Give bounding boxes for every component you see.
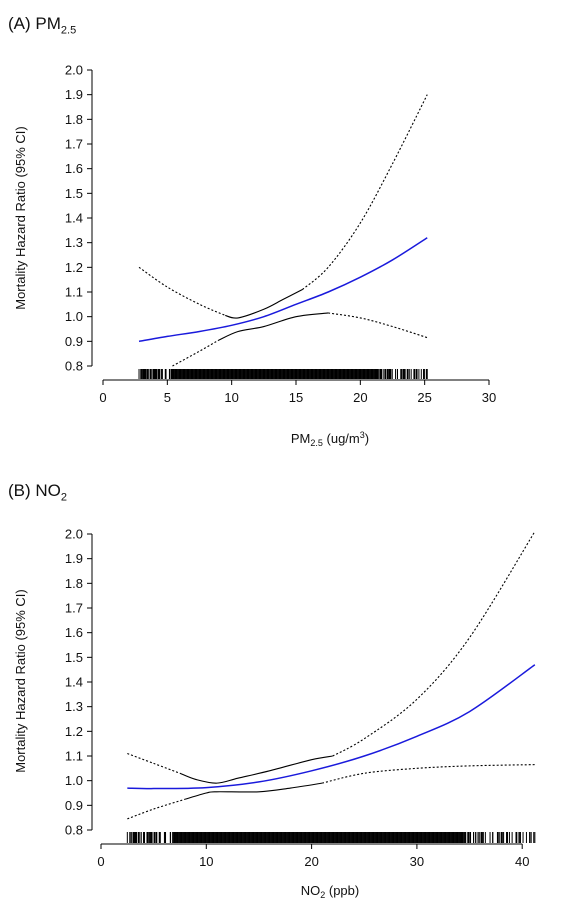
chart-a-y-tick-label: 2.0 — [65, 63, 83, 78]
chart-a-x-tick-label: 15 — [289, 390, 303, 405]
chart-b-y-tick-label: 1.2 — [65, 724, 83, 739]
chart-b-y-tick-label: 1.7 — [65, 601, 83, 616]
panel-b-title: (B) NO2 — [8, 481, 67, 503]
chart-b-y-tick-label: 0.8 — [65, 823, 83, 838]
chart-a-y-tick-label: 0.8 — [65, 359, 83, 374]
chart-b-x-tick-label: 40 — [515, 854, 529, 869]
panel-a-title-sub: 2.5 — [60, 24, 77, 37]
chart-b-y-tick-label: 2.0 — [65, 527, 83, 542]
chart-a: 0.8 0.9 1.0 1.1 1.2 1.3 1.4 1.5 1.6 1.7 1.8 1.9 2.0 0… — [13, 63, 496, 449]
chart-a-y-tick-label: 1.2 — [65, 260, 83, 275]
chart-b-y-tick-label: 1.1 — [65, 749, 83, 764]
chart-a-xlabel: PM2.5 (ug/m3) — [291, 430, 369, 448]
panel-a-title: (A) PM2.5 — [8, 14, 76, 36]
chart-b-rug — [126, 832, 536, 843]
chart-a-estimate-line — [138, 237, 428, 343]
chart-a-x-tick-label: 10 — [224, 390, 238, 405]
chart-b-y-tick-label: 1.0 — [65, 773, 83, 788]
chart-b-upper-ci-line — [332, 531, 536, 757]
panel-b-title-sub: 2 — [60, 491, 68, 504]
chart-a-lower-ci-line — [218, 312, 329, 341]
chart-b-y-tick-label: 1.8 — [65, 576, 83, 591]
chart-a-y-tick-label: 1.5 — [65, 186, 83, 201]
chart-b-y-tick-label: 1.5 — [65, 650, 83, 665]
chart-b: 0.8 0.9 1.0 1.1 1.2 1.3 1.4 1.5 1.6 1.7 1.8 1.9 2.0 0… — [13, 527, 536, 900]
chart-a-y-tick-label: 0.9 — [65, 334, 83, 349]
panel-b-title-main: (B) NO — [8, 481, 61, 500]
chart-a-x-tick-label: 25 — [417, 390, 431, 405]
chart-a-rug — [138, 369, 428, 379]
chart-b-x-tick-label: 0 — [97, 854, 104, 869]
chart-b-ylabel: Mortality Hazard Ratio (95% CI) — [13, 589, 28, 773]
chart-a-upper-ci-line — [302, 94, 428, 290]
chart-a-y-tick-label: 1.0 — [65, 309, 83, 324]
chart-a-lower-ci-line — [172, 339, 220, 367]
chart-b-x-tick-label: 10 — [199, 854, 213, 869]
chart-b-lower-ci-line — [127, 798, 186, 820]
chart-b-x-tick-label: 30 — [410, 854, 424, 869]
chart-a-x-tick-label: 30 — [482, 390, 496, 405]
chart-b-y-tick-label: 1.9 — [65, 551, 83, 566]
chart-b-y-tick-label: 1.6 — [65, 625, 83, 640]
chart-b-estimate-line — [127, 664, 536, 790]
chart-a-ylabel: Mortality Hazard Ratio (95% CI) — [13, 126, 28, 310]
chart-b-y-tick-label: 1.4 — [65, 675, 83, 690]
chart-b-upper-ci-line — [179, 755, 333, 784]
chart-b-lower-ci-line — [322, 764, 535, 784]
chart-a-lower-ci-line — [328, 312, 428, 339]
chart-a-y-tick-label: 1.7 — [65, 137, 83, 152]
chart-b-xlabel: NO2 (ppb) — [301, 883, 359, 900]
chart-a-y-tick-label: 1.8 — [65, 112, 83, 127]
chart-b-lower-ci-line — [185, 782, 323, 800]
chart-a-upper-ci-line — [225, 289, 303, 319]
chart-a-x-tick-label: 5 — [164, 390, 171, 405]
chart-a-y-tick-label: 1.9 — [65, 87, 83, 102]
chart-a-x-tick-label: 20 — [353, 390, 367, 405]
chart-b-y-tick-label: 0.9 — [65, 798, 83, 813]
chart-b-upper-ci-line — [127, 753, 181, 774]
chart-a-y-tick-label: 1.4 — [65, 211, 83, 226]
chart-a-y-tick-label: 1.3 — [65, 235, 83, 250]
chart-b-x-tick-label: 20 — [304, 854, 318, 869]
panel-a-title-main: (A) PM — [8, 14, 61, 33]
chart-a-x-tick-label: 0 — [99, 390, 106, 405]
chart-a-y-tick-label: 1.1 — [65, 285, 83, 300]
chart-b-y-tick-label: 1.3 — [65, 699, 83, 714]
chart-a-y-tick-label: 1.6 — [65, 161, 83, 176]
chart-a-upper-ci-line — [138, 266, 226, 316]
